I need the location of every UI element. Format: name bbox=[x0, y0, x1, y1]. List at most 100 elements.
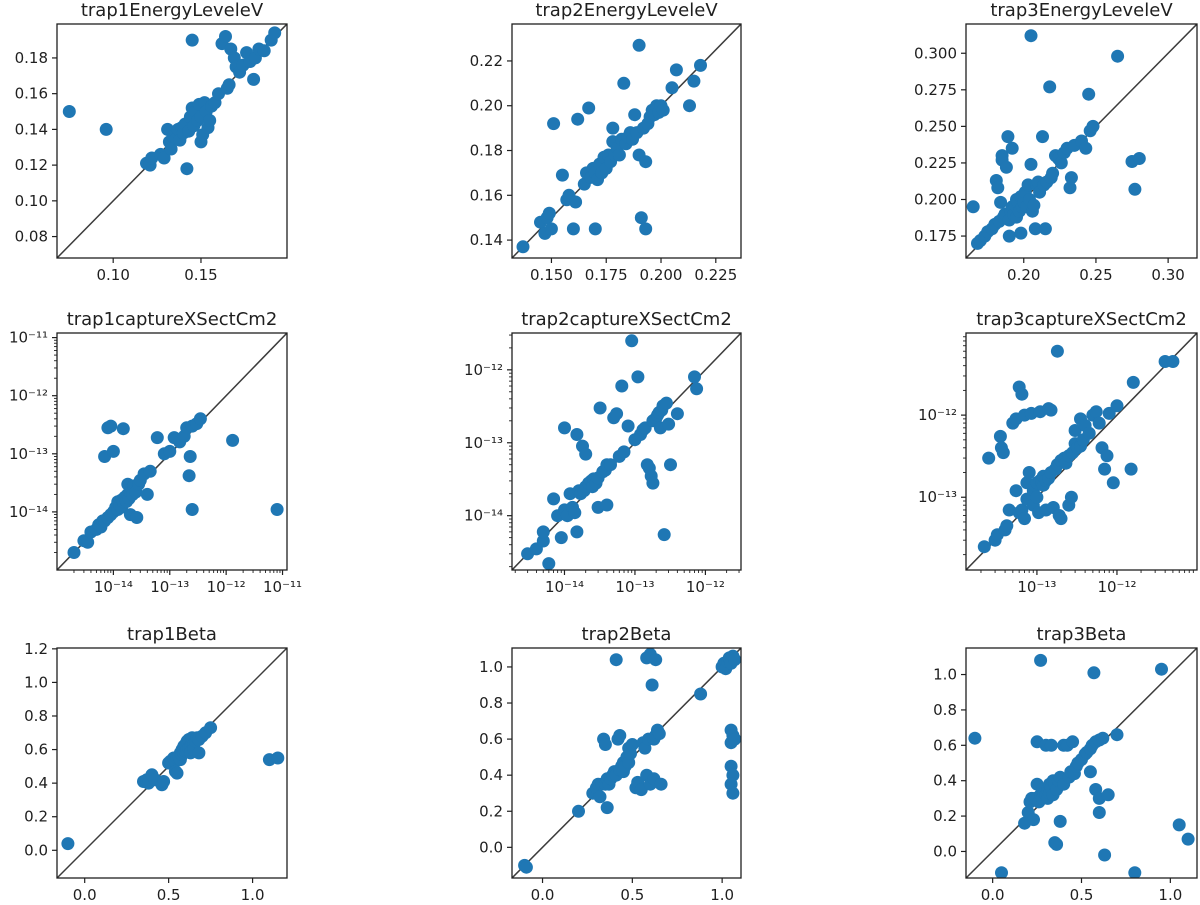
scatter-point bbox=[1068, 424, 1082, 437]
x-tick-label: 0.0 bbox=[981, 886, 1005, 904]
y-tick-label: 0.175 bbox=[914, 227, 957, 245]
y-tick-label: 1.0 bbox=[24, 673, 48, 691]
scatter-point bbox=[536, 534, 550, 548]
scatter-point bbox=[687, 74, 701, 88]
subplot-title: trap1Beta bbox=[127, 624, 217, 645]
axes-box bbox=[511, 332, 742, 571]
scatter-point bbox=[598, 738, 612, 751]
scatter-point bbox=[994, 195, 1008, 209]
x-tick-label: 10⁻¹³ bbox=[150, 578, 189, 596]
y-tick-label: 0.12 bbox=[15, 156, 48, 174]
x-tick-label: 0.25 bbox=[1079, 266, 1112, 284]
scatter-point bbox=[1098, 462, 1112, 476]
scatter-point bbox=[662, 417, 676, 431]
scatter-point bbox=[728, 732, 741, 746]
x-tick-label: 0.175 bbox=[585, 266, 628, 284]
y-tick-label: 10⁻¹² bbox=[9, 387, 48, 405]
scatter-point bbox=[1002, 503, 1016, 517]
x-tick-label: 10⁻¹² bbox=[207, 578, 246, 596]
scatter-point bbox=[571, 112, 585, 126]
scatter-point bbox=[582, 101, 596, 115]
plot-area bbox=[57, 648, 287, 878]
x-tick-label: 0.5 bbox=[1070, 886, 1094, 904]
scatter-point bbox=[61, 837, 75, 851]
y-tick-label: 10⁻¹¹ bbox=[9, 329, 48, 347]
scatter-point bbox=[203, 114, 217, 127]
scatter-point bbox=[609, 653, 623, 667]
scatter-point bbox=[600, 801, 614, 815]
scatter-point bbox=[993, 429, 1007, 443]
scatter-point bbox=[566, 222, 580, 236]
x-tick-label: 0.200 bbox=[640, 266, 683, 284]
scatter-point bbox=[1034, 653, 1048, 667]
subplot-trap3EnergyLeveleV: trap3EnergyLeveleV 0.20 0.25 0.30 0.175 0.200… bbox=[914, 0, 1198, 284]
scatter-point bbox=[613, 729, 627, 742]
scatter-point bbox=[1022, 466, 1036, 479]
y-tick-label: 10⁻¹⁴ bbox=[464, 507, 503, 525]
y-tick-label: 0.10 bbox=[15, 192, 48, 210]
scatter-point bbox=[1128, 182, 1142, 196]
y-tick-label: 0.4 bbox=[933, 772, 957, 790]
scatter-point bbox=[1106, 476, 1120, 490]
scatter-point bbox=[588, 222, 602, 236]
scatter-point bbox=[99, 122, 113, 136]
y-tick-label: 10⁻¹³ bbox=[9, 445, 48, 463]
x-tick-label: 0.15 bbox=[184, 266, 217, 284]
y-tick-label: 0.200 bbox=[914, 191, 957, 209]
scatter-point bbox=[116, 422, 130, 436]
scatter-point bbox=[1005, 141, 1019, 155]
scatter-point bbox=[1053, 814, 1067, 828]
scatter-point bbox=[185, 33, 199, 47]
scatter-point bbox=[665, 81, 679, 95]
scatter-point bbox=[183, 450, 197, 463]
y-tick-label: 0.08 bbox=[15, 228, 48, 246]
y-tick-label: 10⁻¹⁴ bbox=[9, 503, 48, 521]
y-tick-label: 0.18 bbox=[470, 142, 503, 160]
y-tick-label: 0.225 bbox=[914, 154, 957, 172]
plot-area bbox=[512, 648, 741, 878]
scatter-point bbox=[694, 687, 708, 701]
y-tick-label: 0.6 bbox=[933, 736, 957, 754]
y-tick-label: 0.300 bbox=[914, 44, 957, 62]
scatter-point bbox=[1126, 375, 1140, 389]
subplot-trap1Beta: trap1Beta 0.0 0.5 1.0 0.0 0.2 0.4 0.6 0.8 1.0 1.2 bbox=[24, 624, 288, 904]
axes-box bbox=[56, 647, 288, 879]
scatter-point bbox=[1009, 484, 1023, 498]
scatter-point bbox=[542, 557, 556, 570]
scatter-point bbox=[547, 492, 561, 506]
subplot-trap3Beta: trap3Beta 0.0 0.5 1.0 0.0 0.2 0.4 0.6 0.8 1.0 bbox=[933, 624, 1198, 904]
scatter-point bbox=[646, 476, 660, 490]
scatter-point bbox=[1128, 866, 1142, 878]
scatter-point bbox=[621, 419, 635, 433]
y-tick-label: 0.275 bbox=[914, 81, 957, 99]
scatter-point bbox=[572, 804, 585, 818]
x-tick-label: 0.20 bbox=[1007, 266, 1040, 284]
x-tick-label: 1.0 bbox=[241, 886, 265, 904]
plot-area bbox=[966, 24, 1197, 258]
scatter-point bbox=[569, 195, 583, 209]
scatter-point bbox=[966, 200, 980, 214]
y-tick-label: 0.2 bbox=[479, 802, 503, 820]
y-tick-label: 0.250 bbox=[914, 117, 957, 135]
y-tick-label: 0.0 bbox=[479, 838, 503, 856]
scatter-point bbox=[982, 451, 996, 465]
scatter-point bbox=[604, 458, 617, 472]
scatter-point bbox=[610, 407, 624, 421]
scatter-point bbox=[1050, 837, 1064, 851]
scatter-point bbox=[664, 458, 677, 472]
plot-area bbox=[57, 333, 287, 570]
scatter-point bbox=[999, 160, 1013, 174]
y-tick-label: 0.2 bbox=[24, 808, 48, 826]
x-tick-label: 0.150 bbox=[530, 266, 573, 284]
scatter-point bbox=[1100, 449, 1114, 463]
axes-box bbox=[511, 647, 742, 879]
y-tick-label: 1.2 bbox=[24, 640, 48, 658]
scatter-point bbox=[1000, 519, 1014, 533]
plot-area bbox=[512, 333, 741, 570]
scatter-point bbox=[1038, 222, 1052, 236]
y-tick-label: 0.14 bbox=[470, 231, 503, 249]
scatter-point bbox=[1028, 222, 1042, 236]
scatter-point bbox=[542, 206, 556, 220]
subplot-title: trap1EnergyLeveleV bbox=[81, 0, 264, 21]
